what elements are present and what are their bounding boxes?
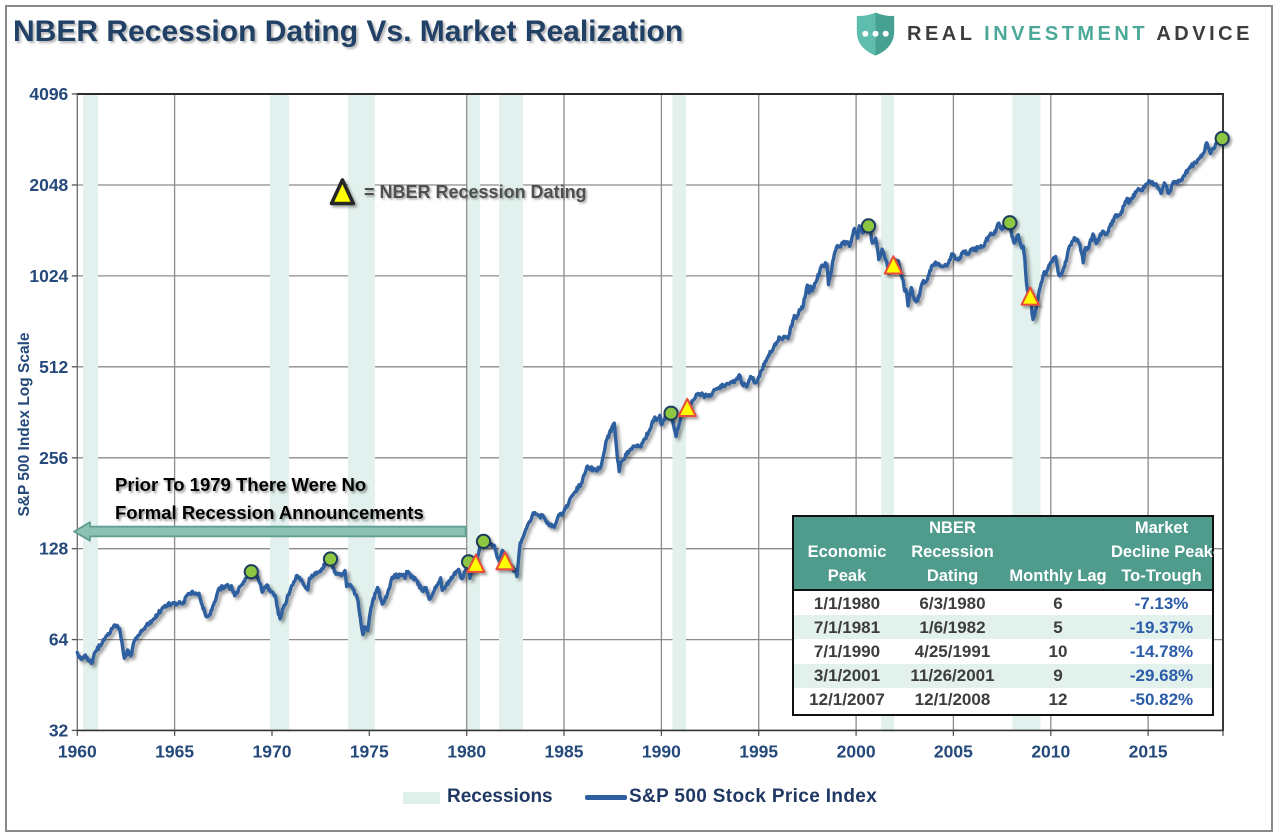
svg-text:1965: 1965 <box>155 742 194 762</box>
svg-text:128: 128 <box>39 539 68 559</box>
svg-text:2010: 2010 <box>1031 742 1070 762</box>
svg-text:1990: 1990 <box>642 742 681 762</box>
svg-text:256: 256 <box>39 448 68 468</box>
svg-text:1024: 1024 <box>29 266 68 286</box>
svg-text:S&P 500 Index Log Scale: S&P 500 Index Log Scale <box>16 332 33 516</box>
svg-text:2005: 2005 <box>934 742 973 762</box>
svg-text:2000: 2000 <box>837 742 876 762</box>
svg-text:1985: 1985 <box>545 742 584 762</box>
svg-text:1995: 1995 <box>739 742 778 762</box>
svg-text:1980: 1980 <box>447 742 486 762</box>
svg-text:2015: 2015 <box>1129 742 1168 762</box>
svg-text:4096: 4096 <box>29 84 68 104</box>
svg-text:1975: 1975 <box>350 742 389 762</box>
svg-text:64: 64 <box>49 630 69 650</box>
svg-text:1970: 1970 <box>253 742 292 762</box>
svg-text:512: 512 <box>39 357 68 377</box>
svg-text:1960: 1960 <box>58 742 97 762</box>
svg-text:32: 32 <box>49 720 69 740</box>
svg-text:2048: 2048 <box>29 175 68 195</box>
